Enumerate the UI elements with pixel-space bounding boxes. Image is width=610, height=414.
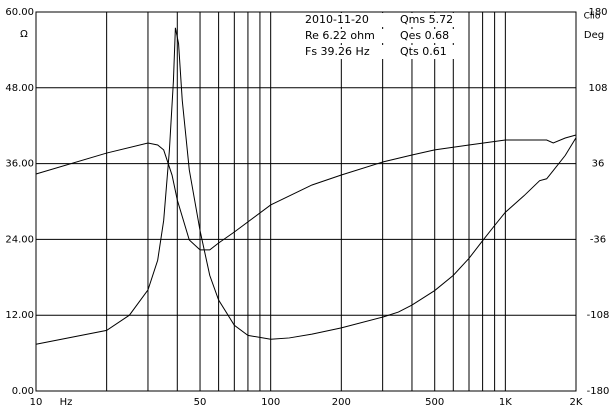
y-axis-label: Ω — [20, 29, 28, 40]
plot-frame — [35, 11, 577, 392]
corner-label: Clio — [584, 12, 601, 22]
annotation-bg — [304, 29, 390, 43]
annotation-bg — [304, 45, 390, 59]
x-tick-label: 500 — [425, 397, 444, 408]
y-tick-label: 24.00 — [5, 234, 34, 245]
x-tick-label: 2K — [570, 397, 583, 408]
annotation-bg — [399, 29, 459, 43]
y2-tick-label: 36 — [592, 159, 605, 170]
y-tick-label: 36.00 — [5, 159, 34, 170]
y-tick-label: 12.00 — [5, 310, 34, 321]
y2-tick-label: -36 — [590, 234, 606, 245]
annotation: 2010-11-20 — [305, 13, 369, 26]
y-tick-label: 60.00 — [5, 7, 34, 18]
x-tick-label: 50 — [194, 397, 207, 408]
x-unit: Hz — [60, 397, 73, 408]
y2-axis-label: Deg — [584, 30, 604, 41]
annotation: Qms 5.72 — [400, 13, 453, 26]
annotation: Qes 0.68 — [400, 29, 449, 42]
y2-tick-label: 180 — [588, 7, 607, 18]
x-tick-label: 10 — [30, 397, 43, 408]
x-tick-label: 1K — [499, 397, 512, 408]
annotation: Fs 39.26 Hz — [305, 45, 370, 58]
annotation-bg — [304, 13, 390, 27]
annotation: Re 6.22 ohm — [305, 29, 375, 42]
data-line — [35, 134, 577, 251]
annotation: Qts 0.61 — [400, 45, 447, 58]
x-tick-label: 100 — [261, 397, 280, 408]
annotation-bg — [399, 45, 459, 59]
y-tick-label: 48.00 — [5, 83, 34, 94]
x-tick-label: 200 — [332, 397, 351, 408]
annotation-bg — [399, 13, 459, 27]
y2-tick-label: -180 — [587, 386, 610, 397]
y-tick-label: 0.00 — [12, 386, 34, 397]
y2-tick-label: 108 — [588, 83, 607, 94]
y2-tick-label: -108 — [587, 310, 610, 321]
